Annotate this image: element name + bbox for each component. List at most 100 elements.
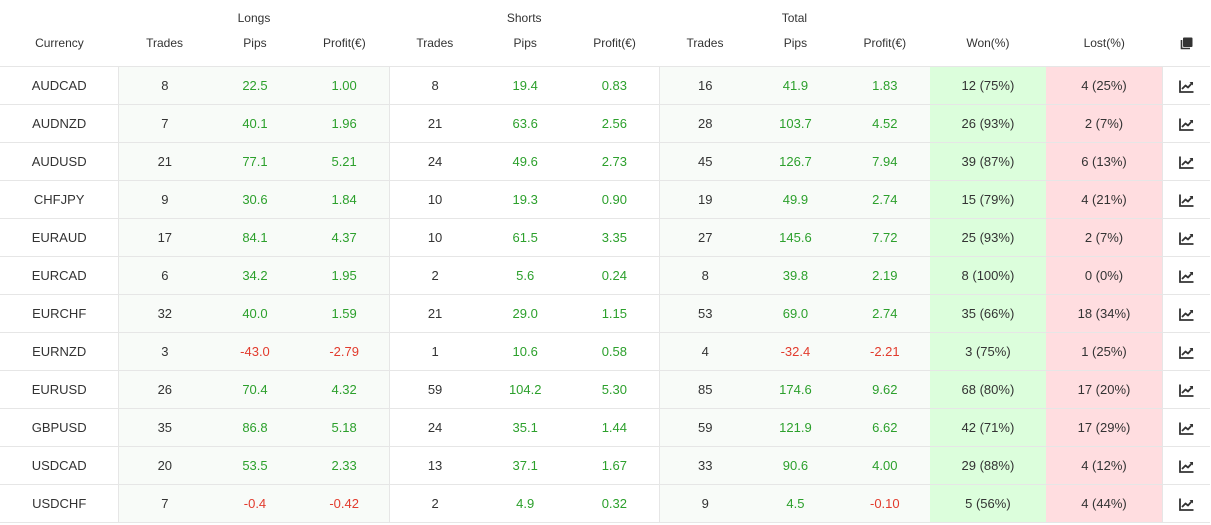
won-cell: 5 (56%) [929, 484, 1047, 523]
currency-cell: CHFJPY [0, 180, 120, 219]
chart-line-icon [1178, 496, 1194, 511]
longs-trades-cell: 35 [118, 408, 211, 447]
row-chart-button[interactable] [1161, 408, 1210, 447]
col-header-shorts-pips[interactable]: Pips [513, 36, 537, 50]
currency-cell: USDCAD [0, 446, 120, 485]
total-trades-cell: 28 [658, 104, 751, 143]
shorts-pips-cell: 29.0 [480, 294, 570, 333]
col-header-total-profit[interactable]: Profit(€) [863, 36, 907, 50]
longs-profit-cell: 5.18 [299, 408, 390, 447]
row-chart-button[interactable] [1161, 294, 1210, 333]
chart-line-icon [1178, 116, 1194, 131]
currency-cell: AUDNZD [0, 104, 120, 143]
currency-cell: EURNZD [0, 332, 120, 371]
col-header-total-trades[interactable]: Trades [686, 36, 724, 50]
longs-profit-cell: 1.95 [299, 256, 390, 295]
lost-cell: 1 (25%) [1046, 332, 1163, 371]
won-cell: 39 (87%) [929, 142, 1047, 181]
table-row: EURCHF 32 40.0 1.59 21 29.0 1.15 53 69.0 2.74 35 (… [0, 294, 1210, 333]
lost-cell: 17 (20%) [1046, 370, 1163, 409]
col-header-shorts-trades[interactable]: Trades [416, 36, 454, 50]
total-pips-cell: -32.4 [750, 332, 841, 371]
won-cell: 12 (75%) [929, 66, 1047, 105]
table-row: EURNZD 3 -43.0 -2.79 1 10.6 0.58 4 -32.4 -2.21 3 (… [0, 332, 1210, 371]
total-pips-cell: 4.5 [750, 484, 841, 523]
won-cell: 15 (79%) [929, 180, 1047, 219]
total-profit-cell: 7.72 [840, 218, 930, 257]
col-header-total-pips[interactable]: Pips [783, 36, 808, 50]
lost-cell: 4 (21%) [1046, 180, 1163, 219]
total-profit-cell: 2.19 [840, 256, 930, 295]
won-cell: 3 (75%) [929, 332, 1047, 371]
shorts-trades-cell: 13 [388, 446, 481, 485]
longs-trades-cell: 21 [118, 142, 211, 181]
lost-cell: 2 (7%) [1046, 104, 1163, 143]
row-chart-button[interactable] [1161, 180, 1210, 219]
shorts-trades-cell: 10 [388, 180, 481, 219]
row-chart-button[interactable] [1161, 218, 1210, 257]
total-profit-cell: 6.62 [840, 408, 930, 447]
total-pips-cell: 39.8 [750, 256, 841, 295]
lost-cell: 18 (34%) [1046, 294, 1163, 333]
col-header-won[interactable]: Won(%) [966, 36, 1010, 50]
longs-pips-cell: 30.6 [210, 180, 300, 219]
currency-cell: AUDCAD [0, 66, 120, 105]
total-profit-cell: 2.74 [840, 180, 930, 219]
total-trades-cell: 45 [658, 142, 751, 181]
currency-cell: EURCAD [0, 256, 120, 295]
col-header-currency[interactable]: Currency [35, 36, 84, 50]
col-header-shorts-profit[interactable]: Profit(€) [593, 36, 636, 50]
column-header-row: Currency Trades Pips Profit(€) Trades Pi… [0, 36, 1210, 67]
total-trades-cell: 19 [658, 180, 751, 219]
currency-cell: EURCHF [0, 294, 120, 333]
row-chart-button[interactable] [1161, 66, 1210, 105]
chart-line-icon [1178, 382, 1194, 397]
longs-profit-cell: 4.37 [299, 218, 390, 257]
row-chart-button[interactable] [1161, 104, 1210, 143]
longs-pips-cell: 53.5 [210, 446, 300, 485]
shorts-trades-cell: 59 [388, 370, 481, 409]
longs-profit-cell: 1.96 [299, 104, 390, 143]
table-row: EURAUD 17 84.1 4.37 10 61.5 3.35 27 145.6 7.72 25 … [0, 218, 1210, 257]
shorts-trades-cell: 2 [388, 256, 481, 295]
shorts-pips-cell: 19.3 [480, 180, 570, 219]
total-trades-cell: 53 [658, 294, 751, 333]
shorts-trades-cell: 24 [388, 408, 481, 447]
group-header-row: Longs Shorts Total [0, 0, 1210, 36]
total-pips-cell: 49.9 [750, 180, 841, 219]
table-row: AUDCAD 8 22.5 1.00 8 19.4 0.83 16 41.9 1.83 12 (75… [0, 66, 1210, 105]
shorts-pips-cell: 49.6 [480, 142, 570, 181]
longs-trades-cell: 32 [118, 294, 211, 333]
row-chart-button[interactable] [1161, 142, 1210, 181]
row-chart-button[interactable] [1161, 484, 1210, 523]
shorts-profit-cell: 2.73 [569, 142, 660, 181]
longs-trades-cell: 20 [118, 446, 211, 485]
table-row: EURUSD 26 70.4 4.32 59 104.2 5.30 85 174.6 9.62 68… [0, 370, 1210, 409]
total-profit-cell: 7.94 [840, 142, 930, 181]
won-cell: 26 (93%) [929, 104, 1047, 143]
row-chart-button[interactable] [1161, 370, 1210, 409]
col-header-longs-pips[interactable]: Pips [243, 36, 267, 50]
won-cell: 29 (88%) [929, 446, 1047, 485]
col-header-longs-trades[interactable]: Trades [146, 36, 184, 50]
longs-trades-cell: 9 [118, 180, 211, 219]
longs-pips-cell: 70.4 [210, 370, 300, 409]
row-chart-button[interactable] [1161, 446, 1210, 485]
col-header-longs-profit[interactable]: Profit(€) [323, 36, 366, 50]
shorts-profit-cell: 0.32 [569, 484, 660, 523]
won-cell: 68 (80%) [929, 370, 1047, 409]
copy-button[interactable] [1162, 36, 1210, 67]
total-trades-cell: 85 [658, 370, 751, 409]
shorts-pips-cell: 10.6 [480, 332, 570, 371]
total-pips-cell: 69.0 [750, 294, 841, 333]
shorts-profit-cell: 0.24 [569, 256, 660, 295]
col-header-lost[interactable]: Lost(%) [1083, 36, 1125, 50]
longs-pips-cell: -0.4 [210, 484, 300, 523]
row-chart-button[interactable] [1161, 256, 1210, 295]
total-trades-cell: 8 [658, 256, 751, 295]
shorts-profit-cell: 0.83 [569, 66, 660, 105]
row-chart-button[interactable] [1161, 332, 1210, 371]
group-header-shorts: Shorts [506, 11, 542, 25]
won-cell: 25 (93%) [929, 218, 1047, 257]
